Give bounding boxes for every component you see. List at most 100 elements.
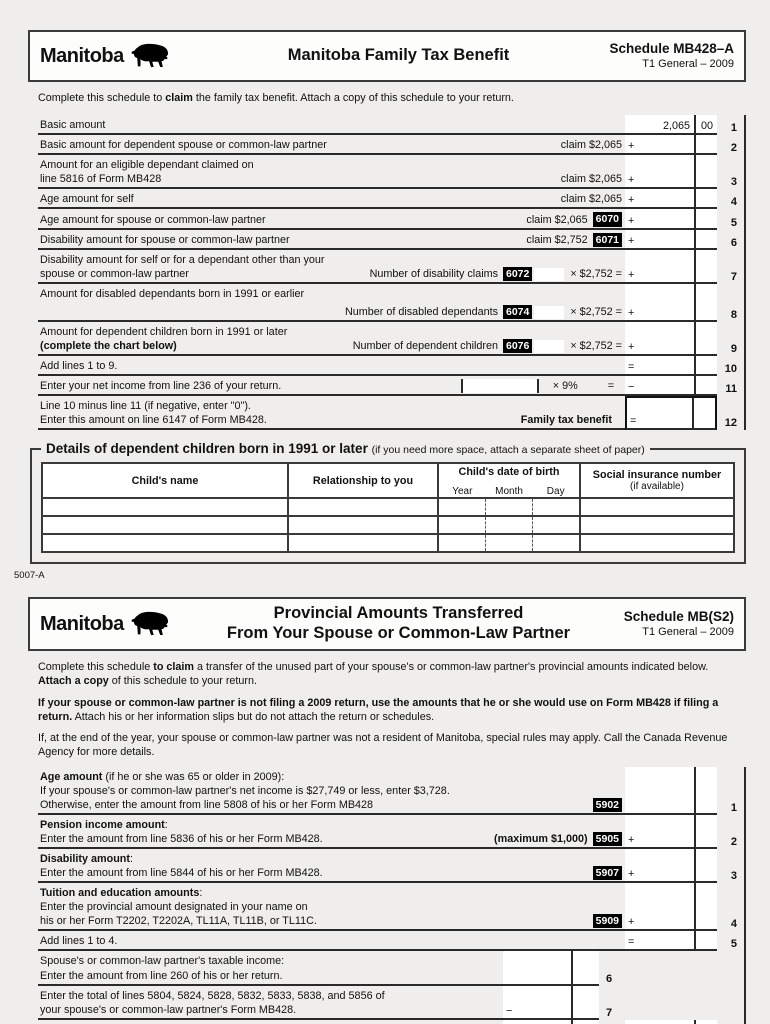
line-heading-rest: (if he or she was 65 or older in 2009): bbox=[102, 770, 285, 783]
form2-para3: If, at the end of the year, your spouse … bbox=[38, 732, 728, 759]
line-text: Line 10 minus line 11 (if negative, ente… bbox=[40, 400, 251, 413]
count-label: Number of disability claims bbox=[369, 267, 498, 280]
sin-cell[interactable] bbox=[581, 517, 733, 533]
form1-footer-code: 5007-A bbox=[14, 570, 45, 582]
line-item-1: Age amount (if he or she was 65 or older… bbox=[38, 766, 744, 815]
amount-field-1[interactable] bbox=[625, 766, 717, 815]
line-text-bold: (complete the chart below) bbox=[40, 340, 177, 353]
para-text: Complete this schedule bbox=[38, 661, 154, 674]
sin-cell[interactable] bbox=[581, 499, 733, 515]
line-item-2: Pension income amount: Enter the amount … bbox=[38, 814, 744, 850]
line-text: Disability amount for spouse or common-l… bbox=[40, 233, 290, 246]
amount-field-2[interactable]: + bbox=[625, 814, 717, 850]
line-number: 5 bbox=[730, 938, 737, 951]
dob-cell[interactable] bbox=[439, 517, 581, 534]
operator: + bbox=[628, 194, 635, 207]
relationship-cell[interactable] bbox=[289, 535, 439, 552]
amount-field-5[interactable]: + bbox=[625, 209, 717, 230]
line-text: Amount for disabled dependants born in 1… bbox=[40, 287, 305, 300]
sin-cell[interactable] bbox=[581, 535, 733, 551]
amount-field-4[interactable]: + bbox=[625, 883, 717, 932]
line-text: Add lines 1 to 9. bbox=[40, 360, 118, 373]
form2-title-line1: Provincial Amounts Transferred bbox=[273, 604, 524, 623]
form1-computation-rows: Basic amount 2,065 00 1 Basic amount for … bbox=[38, 115, 746, 431]
amount-field-8[interactable]: + bbox=[625, 283, 717, 323]
manitoba-logo: Manitoba bbox=[40, 611, 218, 638]
line-item-8: Amount for disabled dependants born in 1… bbox=[38, 283, 744, 323]
line-item-7: Disability amount for self or for a depe… bbox=[38, 249, 744, 284]
arrow-right-icon: ► bbox=[599, 1020, 625, 1024]
form2-title: Provincial Amounts Transferred From Your… bbox=[218, 604, 579, 644]
relationship-cell[interactable] bbox=[289, 517, 439, 534]
amount-field-3[interactable]: + bbox=[625, 849, 717, 884]
field-code-6074: 6074 bbox=[503, 304, 533, 320]
amount-field-9[interactable]: + bbox=[625, 322, 717, 357]
line-text: Spouse's or common-law partner's taxable… bbox=[40, 955, 285, 968]
child-name-cell[interactable] bbox=[43, 517, 289, 534]
dob-header-label: Child's date of birth bbox=[458, 466, 560, 479]
multiplier-label: × $2,752 = bbox=[570, 340, 622, 353]
amount-field-2[interactable]: + bbox=[625, 135, 717, 156]
line-heading: Disability amount bbox=[40, 853, 130, 866]
line-item-3: Amount for an eligible dependant claimed… bbox=[38, 155, 744, 190]
para-bold: If your spouse or common-law partner is … bbox=[38, 696, 719, 723]
inner-amount-field-7[interactable]: − bbox=[503, 985, 599, 1020]
operator: − bbox=[628, 381, 635, 394]
line-item-11: Enter your net income from line 236 of y… bbox=[38, 376, 744, 397]
field-code-5905: 5905 bbox=[592, 831, 622, 847]
claim-label: claim $2,065 bbox=[560, 173, 622, 186]
line-text: his or her Form T2202, T2202A, TL11A, TL… bbox=[40, 915, 317, 928]
amount-field-8[interactable]: − bbox=[625, 1019, 717, 1024]
line-item-2: Basic amount for dependent spouse or com… bbox=[38, 135, 744, 156]
amount-field-7[interactable]: + bbox=[625, 249, 717, 284]
amount-field-3[interactable]: + bbox=[625, 155, 717, 190]
intro-bold: claim bbox=[165, 92, 193, 104]
field-code-6070: 6070 bbox=[592, 212, 622, 227]
count-label: Number of disabled dependants bbox=[344, 306, 498, 319]
family-tax-benefit-field[interactable]: = bbox=[625, 396, 717, 431]
field-code-6076: 6076 bbox=[503, 339, 533, 354]
amount-field-11[interactable]: − bbox=[625, 376, 717, 397]
inner-amount-field-6[interactable] bbox=[503, 951, 599, 986]
line-text: spouse or common-law partner bbox=[40, 267, 189, 280]
dob-cell[interactable] bbox=[439, 499, 581, 516]
inner-amount-field-8[interactable]: = bbox=[503, 1019, 599, 1024]
amount-field-6[interactable]: + bbox=[625, 229, 717, 250]
amount-field-4[interactable]: + bbox=[625, 189, 717, 210]
line-text: Amount for dependent children born in 19… bbox=[40, 326, 288, 339]
field-code-6071: 6071 bbox=[592, 232, 622, 247]
form2-title-line2: From Your Spouse or Common-Law Partner bbox=[226, 624, 571, 643]
para-bold: Attach a copy bbox=[38, 675, 109, 688]
dependent-children-chart: Details of dependent children born in 19… bbox=[30, 441, 746, 565]
line-text: Age amount for spouse or common-law part… bbox=[40, 213, 266, 226]
line-item-6: Disability amount for spouse or common-l… bbox=[38, 229, 744, 250]
intro-pre: Complete this schedule to bbox=[38, 92, 166, 104]
relationship-cell[interactable] bbox=[289, 499, 439, 516]
equals-label: = bbox=[607, 380, 614, 393]
count-input-box[interactable] bbox=[534, 340, 565, 354]
child-name-cell[interactable] bbox=[43, 535, 289, 552]
line-item-8: Spouse's or common-law partner's adjuste… bbox=[38, 1019, 744, 1024]
line-text: Otherwise, enter the amount from line 58… bbox=[40, 798, 374, 811]
line-text: Age amount for self bbox=[40, 193, 134, 206]
net-income-input-box[interactable] bbox=[460, 379, 539, 394]
field-code-5902: 5902 bbox=[592, 797, 622, 812]
child-name-cell[interactable] bbox=[43, 499, 289, 516]
line-item-6: Spouse's or common-law partner's taxable… bbox=[38, 951, 744, 986]
operator: + bbox=[628, 140, 635, 153]
dob-month-label: Month bbox=[495, 486, 523, 498]
line-heading: Age amount bbox=[40, 770, 103, 783]
line-text: Enter your net income from line 236 of y… bbox=[40, 380, 282, 393]
line-item-7: Enter the total of lines 5804, 5824, 582… bbox=[38, 985, 744, 1020]
col-header-date-of-birth: Child's date of birth Year Month Day bbox=[439, 464, 581, 498]
amount-field-1[interactable]: 2,065 00 bbox=[625, 115, 717, 136]
amount-field-10[interactable]: = bbox=[625, 356, 717, 377]
para-text: a transfer of the unused part of your sp… bbox=[194, 661, 709, 674]
sin-header-label: Social insurance number bbox=[592, 468, 722, 481]
amount-field-5[interactable]: = bbox=[625, 931, 717, 952]
line-item-4: Age amount for self claim $2,065 + 4 bbox=[38, 189, 744, 210]
count-input-box[interactable] bbox=[534, 267, 565, 281]
line-item-12: Line 10 minus line 11 (if negative, ente… bbox=[38, 396, 744, 431]
count-input-box[interactable] bbox=[534, 306, 565, 320]
dob-cell[interactable] bbox=[439, 535, 581, 552]
